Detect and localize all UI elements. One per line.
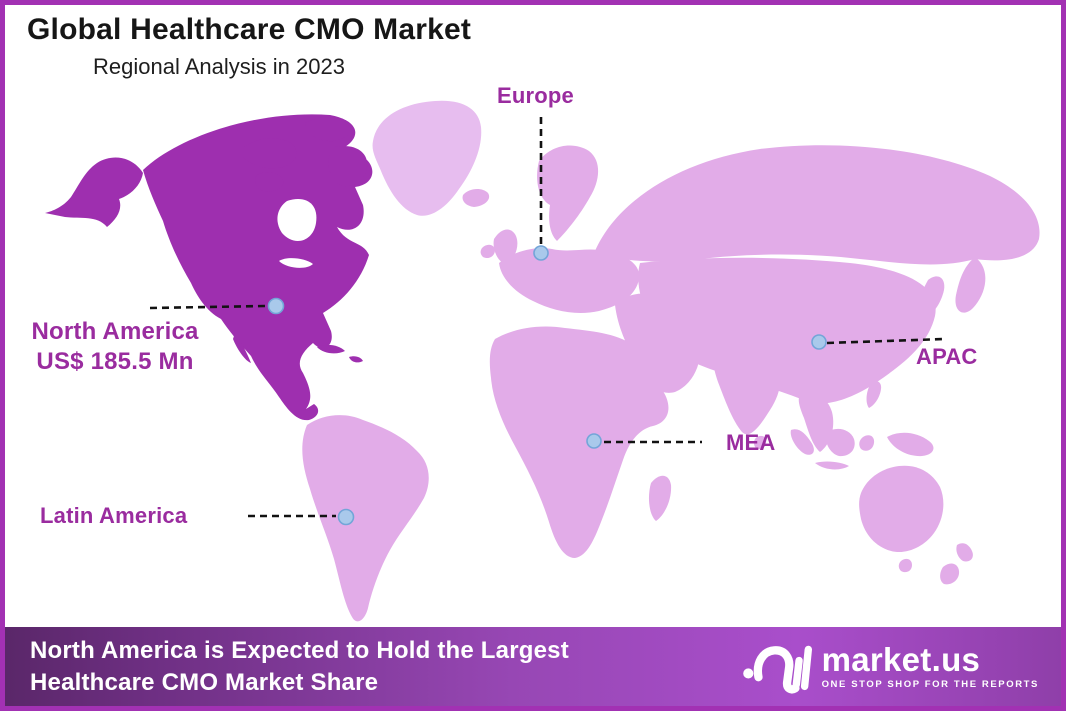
arctic-island: [243, 138, 297, 169]
banner-line1: North America is Expected to Hold the La…: [30, 636, 569, 664]
latin-america-marker: [337, 508, 355, 526]
iceland-landmass: [462, 189, 490, 207]
north-america-landmass: [143, 114, 373, 421]
korea-peninsula: [907, 302, 921, 319]
scandinavia-landmass: [537, 145, 599, 241]
caribbean-island: [349, 356, 363, 363]
australia-landmass: [859, 465, 944, 553]
north-america-label: North America US$ 185.5 Mn: [11, 317, 219, 377]
europe-label: Europe: [497, 83, 574, 108]
india-landmass: [713, 347, 781, 435]
russia-landmass: [595, 145, 1040, 265]
kamchatka-landmass: [955, 257, 986, 313]
new-zealand-north-island: [956, 543, 973, 562]
tasmania-island: [898, 558, 912, 573]
market-us-logo-mark: [742, 645, 812, 693]
europe-marker: [533, 245, 549, 261]
europe-landmass: [499, 248, 640, 313]
mea-marker: [586, 433, 602, 449]
banner-line2: Healthcare CMO Market Share: [30, 668, 379, 696]
brand-words: market.us ONE STOP SHOP FOR THE REPORTS: [821, 640, 1039, 690]
page-title: Global Healthcare CMO Market: [27, 13, 472, 46]
footer-banner: North America is Expected to Hold the La…: [5, 627, 1061, 706]
brand-tagline: ONE STOP SHOP FOR THE REPORTS: [821, 678, 1039, 690]
world-map-canvas: Global Healthcare CMO Market Regional An…: [5, 5, 1061, 627]
sri-lanka-island: [753, 435, 767, 450]
apac-marker: [811, 334, 827, 350]
java-island: [815, 461, 849, 470]
middle-east-landmass: [615, 293, 701, 393]
north-america-label-name: North America: [31, 318, 199, 345]
indochina-landmass: [798, 393, 834, 452]
central-east-asia-landmass: [638, 257, 936, 404]
alaska-landmass: [45, 157, 143, 227]
greenland-landmass: [372, 100, 482, 216]
brand-name: market.us: [821, 640, 981, 678]
page-subtitle: Regional Analysis in 2023: [93, 54, 345, 79]
north-america-marker: [267, 297, 285, 315]
south-america-landmass: [302, 415, 429, 622]
philippines-islands: [866, 381, 882, 408]
banner-text: North America is Expected to Hold the La…: [30, 635, 569, 699]
world-map: [45, 100, 1040, 622]
britain-island: [493, 229, 518, 265]
arctic-island: [255, 172, 284, 192]
madagascar-island: [648, 475, 672, 521]
japan-islands: [918, 276, 945, 320]
north-america-label-value: US$ 185.5 Mn: [36, 348, 194, 375]
africa-landmass: [489, 326, 669, 558]
baffin-island: [328, 145, 368, 187]
sumatra-island: [790, 429, 814, 455]
arctic-island: [305, 117, 352, 142]
ireland-island: [480, 244, 495, 259]
baja-california: [233, 333, 251, 363]
new-zealand-south-island: [940, 563, 960, 585]
apac-label: APAC: [916, 344, 978, 369]
market-us-logo: market.us ONE STOP SHOP FOR THE REPORTS: [740, 638, 1039, 696]
cuba-island: [317, 344, 345, 354]
hudson-bay: [277, 199, 317, 242]
borneo-island: [825, 428, 855, 457]
great-lakes: [279, 258, 313, 268]
new-guinea-island: [887, 432, 934, 457]
header: Global Healthcare CMO Market Regional An…: [27, 13, 471, 80]
apac-callout-line: [826, 337, 946, 345]
latin-america-label: Latin America: [40, 503, 188, 528]
sulawesi-island: [859, 435, 875, 451]
mea-label: MEA: [726, 430, 776, 455]
